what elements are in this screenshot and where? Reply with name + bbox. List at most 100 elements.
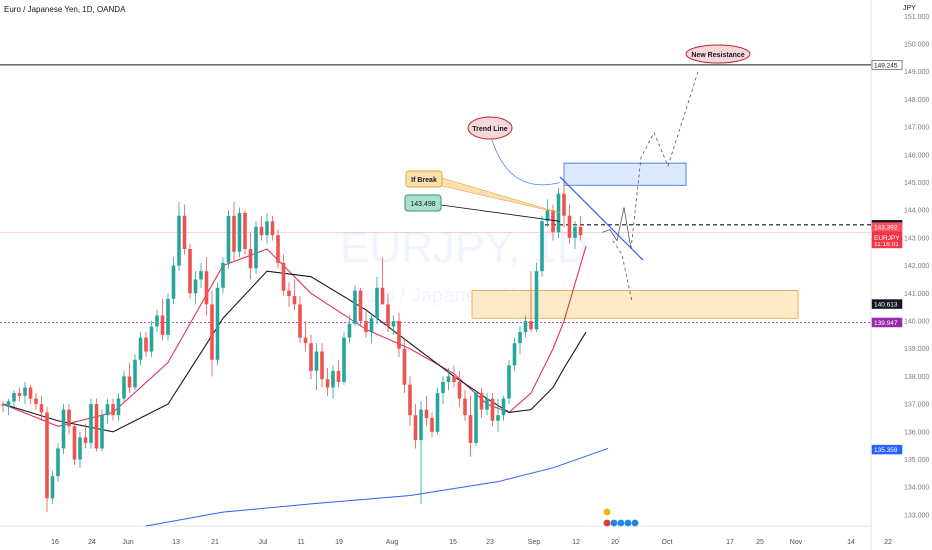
candle [6, 398, 11, 416]
candle-body [23, 387, 27, 396]
candle-body [83, 437, 88, 443]
x-tick-label: 19 [335, 539, 343, 546]
candle-body [485, 398, 489, 410]
candle-body [474, 393, 478, 443]
candle [485, 393, 489, 416]
candle-body [309, 343, 313, 371]
candle-body [556, 193, 561, 233]
candle [578, 215, 583, 241]
price-callout[interactable]: 143.498 [404, 194, 442, 212]
candle-body [518, 332, 522, 344]
candle-body [61, 409, 66, 449]
candle-body [496, 415, 500, 421]
candle [501, 395, 506, 421]
candle-body [177, 215, 181, 266]
y-tick-label: 133.000 [904, 512, 929, 519]
candle-body [523, 321, 528, 333]
candle [424, 395, 429, 427]
candle-body [397, 321, 401, 349]
event-icon [610, 519, 618, 527]
candle [243, 210, 247, 255]
currency-label: JPY [903, 5, 916, 12]
candle-body [490, 398, 495, 421]
x-tick-label: 15 [449, 539, 457, 546]
candle [67, 404, 71, 435]
candle [105, 398, 110, 424]
candle-body [166, 298, 170, 335]
candle [507, 359, 511, 405]
price-tag: 139.947 [871, 317, 903, 328]
candle-body [78, 437, 82, 460]
candle [100, 409, 104, 452]
candle [72, 420, 77, 466]
candle-body [551, 210, 555, 233]
price-tag-bg [871, 60, 903, 70]
watermark-symbol: EURJPY, 1D [340, 223, 589, 272]
candle-body [226, 215, 231, 263]
candle [259, 215, 264, 241]
candle-body [100, 415, 104, 449]
bullish-projection [630, 71, 699, 250]
bearish-projection [612, 240, 633, 302]
candles[interactable] [1, 179, 583, 513]
candle [479, 387, 484, 418]
candle [204, 257, 209, 316]
candle-body [342, 337, 346, 382]
candle-body [67, 409, 71, 427]
candle [512, 337, 517, 371]
candle [221, 257, 225, 294]
candle-body [540, 221, 544, 272]
candle [573, 221, 577, 249]
trend-line-callout[interactable]: Trend Line [467, 116, 513, 140]
candle-body [567, 215, 572, 238]
candle-body [353, 290, 357, 324]
new-resistance-callout[interactable]: New Resistance [685, 44, 751, 64]
x-tick-label: Jul [259, 539, 268, 546]
candle-body [56, 448, 60, 477]
x-axis-ticks: 16 24 Jun 13 21 Jul 11 19 Aug 15 23 Sep 12 20 Oct 17 25 N… [51, 539, 892, 546]
candle-body [105, 404, 110, 416]
candle [254, 221, 258, 274]
candle [281, 254, 286, 297]
x-tick-label: 12 [572, 539, 580, 546]
candle [248, 232, 253, 280]
candle [496, 398, 500, 432]
candle-body [424, 409, 429, 418]
support-zone [471, 290, 799, 319]
candle [468, 395, 473, 457]
y-tick-label: 134.000 [904, 485, 929, 492]
candle-body [6, 401, 11, 407]
candle [298, 296, 302, 344]
price-tag: 149.245 [871, 60, 903, 70]
candle [56, 442, 60, 482]
candle [1, 401, 5, 413]
price-tag-label: 139.947 [874, 320, 898, 327]
price-tag: 140.613 [871, 299, 903, 309]
candle-body [72, 426, 77, 460]
candle-body [160, 315, 165, 335]
candle-body [358, 290, 363, 322]
candle-body [232, 215, 236, 252]
candle-body [39, 404, 44, 413]
candle [463, 390, 467, 421]
candle [23, 381, 27, 405]
if-break-callout[interactable]: If Break [405, 170, 443, 188]
candle-body [237, 212, 242, 252]
candle-body [507, 365, 511, 399]
candle-body [419, 409, 423, 441]
svg-text:EURJPY: EURJPY [874, 235, 900, 242]
candle [441, 376, 445, 405]
resistance-zone [563, 162, 687, 186]
candle-body [320, 351, 324, 380]
x-tick-label: 25 [756, 539, 764, 546]
price-callout-pointer [440, 204, 561, 222]
y-tick-label: 145.000 [904, 180, 929, 187]
y-tick-label: 141.000 [904, 291, 929, 298]
candle-body [116, 398, 121, 416]
event-icons[interactable] [603, 508, 639, 527]
x-tick-label: Oct [662, 539, 673, 546]
candle-body [369, 318, 374, 333]
candle-body [182, 215, 187, 249]
candle-body [171, 265, 176, 299]
